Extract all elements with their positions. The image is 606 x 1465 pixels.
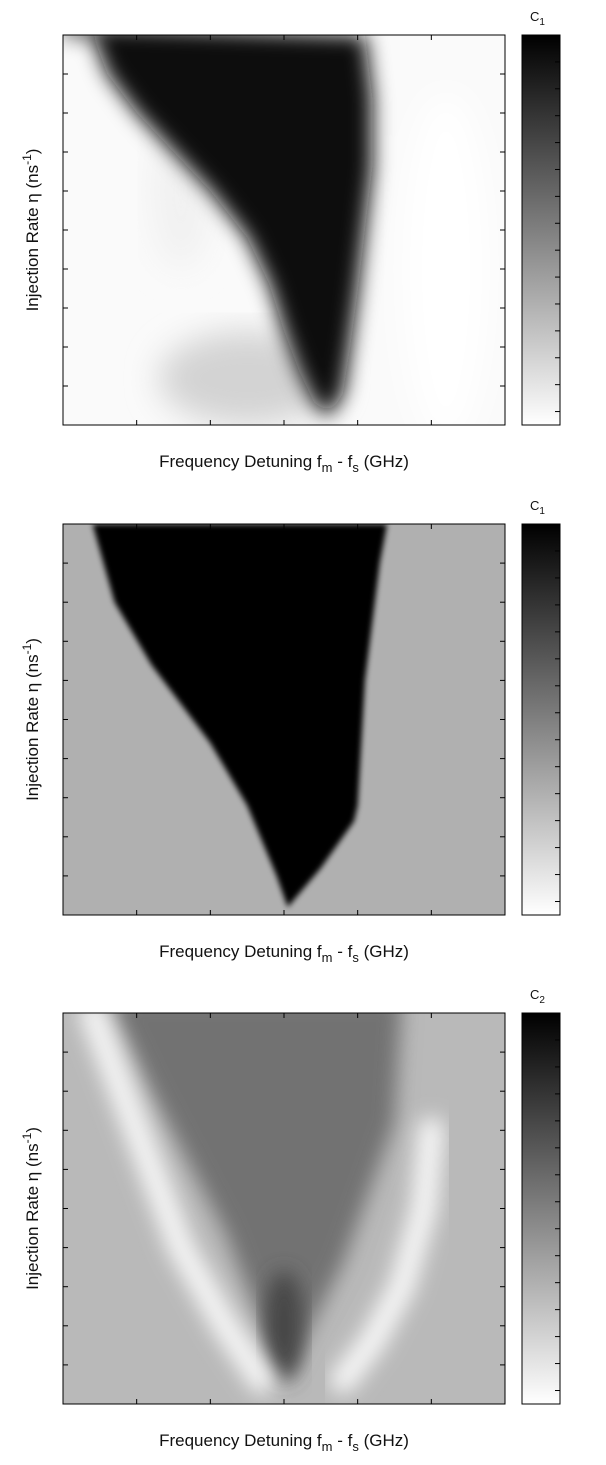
colorbar: C1: [521, 498, 561, 916]
colorbar-title: C1: [530, 9, 545, 28]
y-axis-label: Injection Rate η (ns-1): [20, 149, 42, 312]
heatmap-lower-band: [158, 331, 336, 425]
heatmap-right-band: [401, 93, 491, 425]
heatmap-region: [63, 35, 373, 418]
heatmap-white-band-left: [79, 1013, 275, 1394]
x-axis-label: Frequency Detuning fm - fs (GHz): [159, 452, 409, 475]
panel-b: Frequency Detuning fm - fs (GHz) Injectio…: [20, 498, 561, 965]
y-axis-label: Injection Rate η (ns-1): [20, 638, 42, 801]
colorbar: C1: [521, 9, 561, 426]
heatmap-area: [63, 524, 505, 915]
colorbar-gradient: [521, 523, 561, 916]
heatmap-white-band-right: [329, 1117, 445, 1394]
panel-c: Frequency Detuning fm - fs (GHz) Injectio…: [20, 987, 561, 1454]
y-axis-label: Injection Rate η (ns-1): [20, 1127, 42, 1290]
colorbar-gradient: [521, 1012, 561, 1405]
heatmap-area: [63, 1013, 505, 1404]
panel-a: Frequency Detuning fm - fs (GHz) Injectio…: [20, 9, 561, 475]
x-axis-label: Frequency Detuning fm - fs (GHz): [159, 1431, 409, 1454]
colorbar-gradient: [521, 34, 561, 426]
colorbar-title: C2: [530, 987, 545, 1006]
heatmap-interior: [114, 1013, 401, 1381]
heatmap-area: [63, 35, 505, 425]
x-axis-label: Frequency Detuning fm - fs (GHz): [159, 942, 409, 965]
colorbar: C2: [521, 987, 561, 1405]
heatmap-dark-core: [264, 1271, 304, 1381]
heatmap-region: [92, 524, 388, 908]
colorbar-title: C1: [530, 498, 545, 517]
